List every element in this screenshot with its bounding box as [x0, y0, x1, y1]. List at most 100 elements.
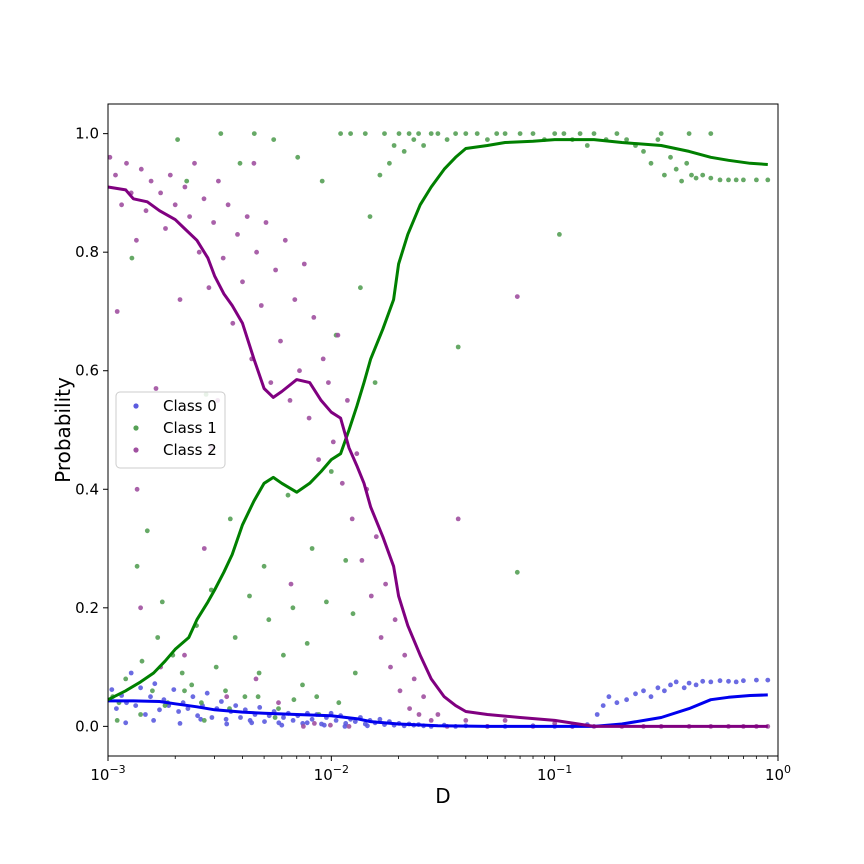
data-point-series-2-36 [282, 237, 288, 243]
data-point-series-2-99 [346, 724, 352, 729]
data-point-series-2-15 [182, 184, 188, 190]
data-point-series-1-105 [754, 177, 759, 183]
data-point-series-1-89 [641, 149, 646, 154]
data-point-series-1-33 [276, 706, 281, 711]
data-point-series-0-38 [290, 718, 296, 723]
data-point-series-0-56 [377, 716, 383, 722]
data-point-series-1-107 [708, 131, 714, 137]
data-point-series-2-69 [455, 516, 461, 522]
data-point-series-1-93 [668, 154, 673, 160]
data-point-series-2-2 [119, 202, 124, 208]
data-point-series-0-103 [224, 721, 230, 727]
data-point-series-1-8 [155, 635, 161, 640]
data-point-series-2-61 [402, 652, 408, 658]
data-point-series-2-18 [196, 249, 202, 255]
data-point-series-1-44 [328, 469, 334, 474]
data-point-series-1-12 [175, 137, 181, 143]
data-point-series-2-50 [349, 516, 355, 522]
data-point-series-2-96 [301, 724, 306, 729]
data-point-series-1-36 [290, 605, 296, 611]
data-point-series-1-2 [123, 676, 129, 682]
y-tick-label-5: 1.0 [75, 125, 99, 143]
data-point-series-2-6 [138, 166, 144, 172]
data-point-series-1-38 [300, 682, 305, 688]
y-tick-label-1: 0.2 [75, 599, 99, 617]
data-point-series-2-33 [268, 380, 274, 385]
data-point-series-1-39 [304, 641, 310, 646]
data-point-series-0-85 [662, 688, 667, 694]
data-point-series-1-22 [223, 688, 228, 694]
data-point-series-0-86 [668, 682, 673, 688]
x-axis-ticks: 10−3 10−2 10−1 100 [90, 756, 791, 784]
data-point-series-0-84 [655, 685, 661, 691]
data-point-series-2-5 [134, 237, 139, 243]
data-point-series-1-47 [343, 558, 349, 563]
data-point-series-1-103 [733, 177, 739, 183]
data-point-series-0-104 [249, 720, 255, 726]
data-point-series-0-98 [765, 677, 771, 683]
data-point-series-0-94 [726, 678, 731, 684]
data-point-series-1-27 [247, 593, 252, 599]
data-point-series-1-120 [336, 700, 342, 706]
data-point-series-2-59 [392, 617, 398, 623]
x-tick-label-3: 100 [765, 763, 791, 784]
data-point-series-1-53 [372, 380, 378, 385]
data-point-series-2-73 [514, 294, 520, 299]
legend-label-0: Class 0 [163, 397, 217, 415]
y-axis-label: Probability [51, 377, 75, 483]
y-tick-label-4: 0.8 [75, 243, 99, 261]
data-point-series-0-18 [195, 713, 201, 719]
data-point-series-1-108 [686, 131, 692, 137]
trend-line-series-0 [108, 693, 768, 728]
data-point-series-1-30 [261, 563, 267, 569]
data-point-series-2-17 [192, 160, 197, 166]
data-point-series-2-11 [163, 226, 168, 231]
data-point-series-1-51 [362, 131, 368, 137]
data-point-series-1-99 [700, 172, 706, 178]
data-point-series-0-79 [614, 700, 620, 706]
data-point-series-1-76 [530, 131, 536, 137]
data-point-series-2-87 [134, 486, 140, 492]
data-point-series-1-83 [584, 143, 590, 148]
data-point-series-2-8 [148, 178, 154, 184]
data-point-series-1-96 [684, 160, 690, 166]
data-point-series-2-28 [244, 214, 250, 220]
data-point-series-1-101 [717, 177, 723, 183]
data-point-series-1-57 [391, 143, 397, 148]
data-point-series-1-104 [741, 177, 746, 183]
data-point-series-2-48 [339, 480, 345, 486]
data-point-series-1-110 [114, 718, 120, 723]
data-point-series-1-111 [138, 712, 144, 717]
data-point-series-2-92 [224, 694, 230, 700]
y-tick-label-2: 0.4 [75, 480, 99, 498]
legend-marker-0 [133, 403, 139, 409]
data-point-series-1-74 [514, 569, 520, 575]
data-point-series-1-78 [552, 131, 558, 137]
data-point-series-0-27 [238, 715, 243, 720]
axes-frame [107, 103, 779, 757]
data-point-series-2-44 [320, 356, 326, 362]
data-point-series-2-24 [225, 202, 231, 208]
y-tick-label-0: 0.0 [75, 717, 99, 735]
data-point-series-1-42 [319, 178, 325, 184]
y-tick-label-3: 0.6 [75, 362, 99, 380]
data-point-series-2-12 [167, 172, 173, 178]
data-point-series-2-55 [373, 534, 379, 540]
data-point-series-1-114 [201, 718, 207, 723]
data-point-series-1-70 [474, 131, 480, 137]
data-point-series-1-59 [401, 149, 407, 154]
data-point-series-0-92 [708, 679, 714, 685]
data-point-series-1-41 [314, 694, 320, 700]
data-point-series-0-81 [633, 691, 638, 697]
data-point-series-2-93 [253, 676, 259, 682]
data-point-series-2-94 [276, 700, 281, 706]
x-tick-label-1: 10−2 [314, 763, 349, 784]
data-point-series-1-50 [358, 285, 363, 291]
legend-box [115, 391, 226, 469]
data-point-series-1-69 [463, 131, 469, 137]
data-point-series-2-46 [330, 439, 336, 445]
data-point-series-1-46 [338, 131, 343, 137]
data-point-series-1-92 [662, 172, 667, 178]
data-point-series-1-84 [591, 131, 597, 137]
